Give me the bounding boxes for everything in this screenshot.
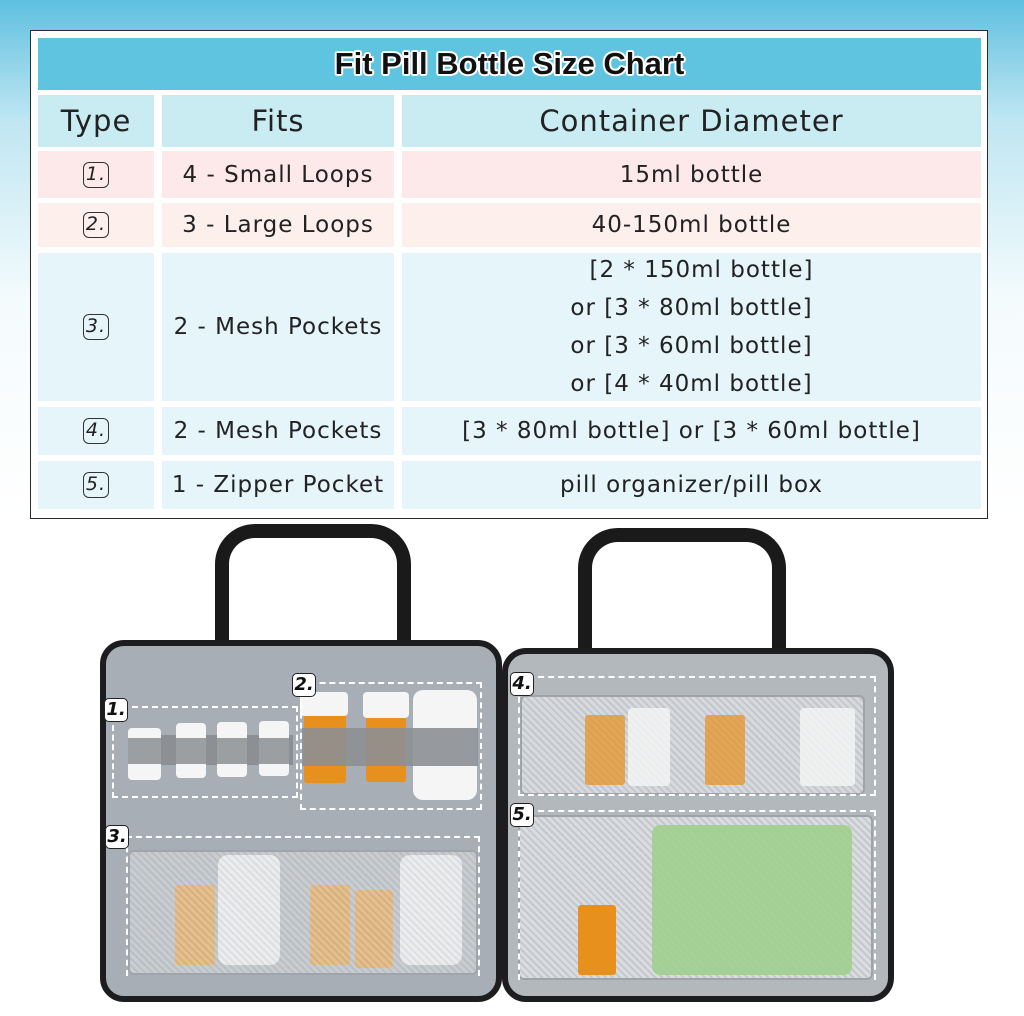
zone-3-outline xyxy=(126,836,480,976)
left-handle xyxy=(215,524,411,654)
mesh-pocket-left xyxy=(128,850,478,975)
diameter-line: [2 * 150ml bottle] xyxy=(589,257,814,283)
fits-cell: 3 - Large Loops xyxy=(162,203,394,247)
fits-cell: 2 - Mesh Pockets xyxy=(162,407,394,455)
diameter-line: or [3 * 80ml bottle] xyxy=(570,295,813,321)
diameter-cell: 40-150ml bottle xyxy=(402,203,981,247)
type-number: 2. xyxy=(83,212,109,238)
diameter-cell: [3 * 80ml bottle] or [3 * 60ml bottle] xyxy=(402,407,981,455)
type-number: 4. xyxy=(83,418,109,444)
zone-1-outline xyxy=(112,706,298,798)
pill-organizer xyxy=(652,825,852,975)
zone-label-5: 5. xyxy=(510,803,534,827)
fits-cell: 4 - Small Loops xyxy=(162,151,394,198)
zone-label-3: 3. xyxy=(105,825,129,849)
diameter-line: or [3 * 60ml bottle] xyxy=(570,333,813,359)
zone-label-1: 1. xyxy=(104,698,128,722)
right-handle xyxy=(578,528,786,658)
diameter-cell: 15ml bottle xyxy=(402,151,981,198)
type-number: 5. xyxy=(83,472,109,498)
diameter-cell: [2 * 150ml bottle] or [3 * 80ml bottle] … xyxy=(402,253,981,401)
zone-5-outline xyxy=(518,810,876,980)
header-type: Type xyxy=(38,95,154,147)
size-chart-table: Fit Pill Bottle Size Chart Type Fits Con… xyxy=(30,30,988,519)
diameter-line: or [4 * 40ml bottle] xyxy=(570,371,813,397)
diameter-cell: pill organizer/pill box xyxy=(402,461,981,509)
zone-label-4: 4. xyxy=(510,672,534,696)
table-title: Fit Pill Bottle Size Chart xyxy=(38,38,981,90)
type-number: 3. xyxy=(83,314,109,340)
fits-cell: 2 - Mesh Pockets xyxy=(162,253,394,401)
header-fits: Fits xyxy=(162,95,394,147)
zone-label-2: 2. xyxy=(292,673,316,697)
header-diameter: Container Diameter xyxy=(402,95,981,147)
zone-2-outline xyxy=(300,682,482,810)
fits-cell: 1 - Zipper Pocket xyxy=(162,461,394,509)
zone-4-outline xyxy=(518,676,876,796)
type-number: 1. xyxy=(83,161,109,188)
